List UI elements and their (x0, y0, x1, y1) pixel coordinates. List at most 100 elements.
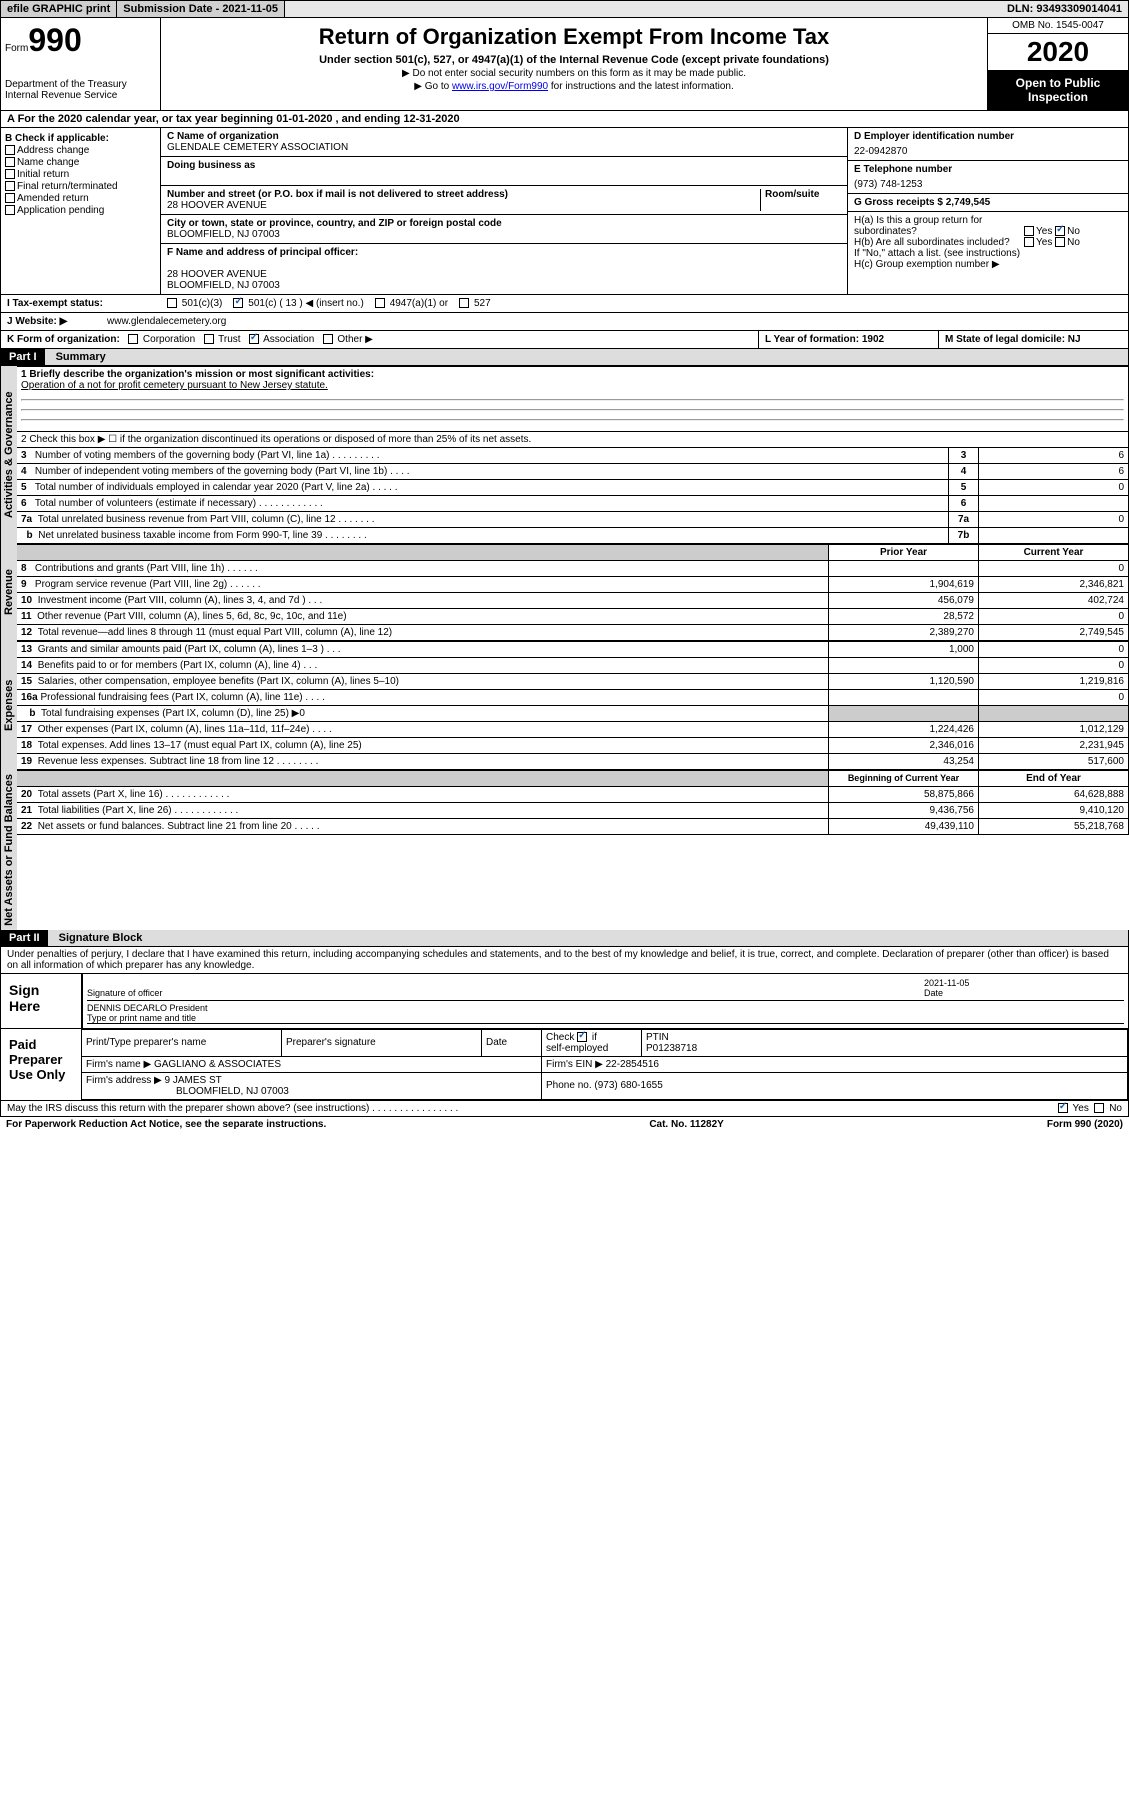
check-item: Amended return (5, 193, 156, 204)
checkbox-icon[interactable] (5, 193, 15, 203)
checkbox-icon[interactable] (1058, 1103, 1068, 1113)
section-a: A For the 2020 calendar year, or tax yea… (0, 111, 1129, 128)
table-row: 4 Number of independent voting members o… (17, 464, 1129, 480)
checkbox-icon[interactable] (1055, 237, 1065, 247)
preparer-block: Paid Preparer Use Only Print/Type prepar… (0, 1029, 1129, 1101)
note1: ▶ Do not enter social security numbers o… (167, 68, 981, 79)
paid-prep-label: Paid Preparer Use Only (1, 1029, 81, 1100)
table-row: b Total fundraising expenses (Part IX, c… (17, 706, 1129, 722)
check-label: B Check if applicable: (5, 133, 156, 144)
subtitle: Under section 501(c), 527, or 4947(a)(1)… (167, 54, 981, 66)
form-label: Form (5, 43, 28, 54)
dln-text: DLN: 93493309014041 (1001, 1, 1128, 17)
table-row: 11 Other revenue (Part VIII, column (A),… (17, 609, 1129, 625)
expenses-section: Expenses 13 Grants and similar amounts p… (0, 641, 1129, 770)
website-row: J Website: ▶ www.glendalecemetery.org (0, 313, 1129, 331)
table-row: 20 Total assets (Part X, line 16) . . . … (17, 787, 1129, 803)
phone-cell: E Telephone number(973) 748-1253 (848, 161, 1128, 194)
info-grid: B Check if applicable: Address change Na… (0, 128, 1129, 295)
inspection: Open to Public Inspection (988, 70, 1128, 110)
efile-btn[interactable]: efile GRAPHIC print (1, 1, 117, 17)
tax-status-row: I Tax-exempt status: 501(c)(3) 501(c) ( … (0, 295, 1129, 313)
checkbox-icon[interactable] (1024, 237, 1034, 247)
signature-block: Sign Here Signature of officer 2021-11-0… (0, 974, 1129, 1029)
side-net: Net Assets or Fund Balances (1, 770, 17, 930)
exp-table: 13 Grants and similar amounts paid (Part… (17, 641, 1129, 770)
check-column: B Check if applicable: Address change Na… (1, 128, 161, 294)
table-row: 19 Revenue less expenses. Subtract line … (17, 754, 1129, 770)
table-row: 10 Investment income (Part VIII, column … (17, 593, 1129, 609)
governance-section: Activities & Governance 1 Briefly descri… (0, 366, 1129, 544)
checkbox-icon[interactable] (459, 298, 469, 308)
form-org-row: K Form of organization: Corporation Trus… (0, 331, 1129, 349)
table-row: b Net unrelated business taxable income … (17, 528, 1129, 544)
title-box: Return of Organization Exempt From Incom… (161, 18, 988, 110)
net-table: Beginning of Current YearEnd of Year 20 … (17, 770, 1129, 835)
form-header: Form990 Department of the Treasury Inter… (0, 18, 1129, 111)
irs-text: Internal Revenue Service (5, 90, 156, 101)
table-row: 7a Total unrelated business revenue from… (17, 512, 1129, 528)
table-row: 14 Benefits paid to or for members (Part… (17, 658, 1129, 674)
checkbox-icon[interactable] (5, 157, 15, 167)
table-row: 6 Total number of volunteers (estimate i… (17, 496, 1129, 512)
checkbox-icon[interactable] (5, 169, 15, 179)
checkbox-icon[interactable] (1055, 226, 1065, 236)
group-cell: H(a) Is this a group return for subordin… (848, 212, 1128, 273)
checkbox-icon[interactable] (577, 1032, 587, 1042)
checkbox-icon[interactable] (249, 334, 259, 344)
revenue-section: Revenue Prior YearCurrent Year 8 Contrib… (0, 544, 1129, 641)
checkbox-icon[interactable] (323, 334, 333, 344)
sig-content: Signature of officer 2021-11-05Date DENN… (81, 974, 1128, 1028)
checkbox-icon[interactable] (375, 298, 385, 308)
dept-text: Department of the Treasury (5, 79, 156, 90)
table-row: 17 Other expenses (Part IX, column (A), … (17, 722, 1129, 738)
check-item: Address change (5, 145, 156, 156)
table-row: 15 Salaries, other compensation, employe… (17, 674, 1129, 690)
check-item: Final return/terminated (5, 181, 156, 192)
street-cell: Number and street (or P.O. box if mail i… (161, 186, 847, 215)
check-item: Application pending (5, 205, 156, 216)
side-rev: Revenue (1, 544, 17, 641)
checkbox-icon[interactable] (233, 298, 243, 308)
checkbox-icon[interactable] (1024, 226, 1034, 236)
checkbox-icon[interactable] (167, 298, 177, 308)
form-990: 990 (28, 22, 81, 58)
table-row: 3 Number of voting members of the govern… (17, 448, 1129, 464)
right-column: D Employer identification number22-09428… (848, 128, 1128, 294)
perjury-text: Under penalties of perjury, I declare th… (0, 947, 1129, 974)
ein-cell: D Employer identification number22-09428… (848, 128, 1128, 161)
table-row: 13 Grants and similar amounts paid (Part… (17, 642, 1129, 658)
sign-here-label: Sign Here (1, 974, 81, 1028)
table-row: 9 Program service revenue (Part VIII, li… (17, 577, 1129, 593)
checkbox-icon[interactable] (5, 181, 15, 191)
table-row: 16a Professional fundraising fees (Part … (17, 690, 1129, 706)
checkbox-icon[interactable] (128, 334, 138, 344)
submission-btn[interactable]: Submission Date - 2021-11-05 (117, 1, 285, 17)
gross-cell: G Gross receipts $ 2,749,545 (848, 194, 1128, 212)
checkbox-icon[interactable] (1094, 1103, 1104, 1113)
check-item: Initial return (5, 169, 156, 180)
table-row: 18 Total expenses. Add lines 13–17 (must… (17, 738, 1129, 754)
form-number-box: Form990 Department of the Treasury Inter… (1, 18, 161, 110)
omb: OMB No. 1545-0047 (988, 18, 1128, 34)
checkbox-icon[interactable] (204, 334, 214, 344)
note2-row: ▶ Go to www.irs.gov/Form990 for instruct… (167, 81, 981, 92)
footer: For Paperwork Reduction Act Notice, see … (0, 1117, 1129, 1132)
table-row: 5 Total number of individuals employed i… (17, 480, 1129, 496)
checkbox-icon[interactable] (5, 205, 15, 215)
rev-table: Prior YearCurrent Year 8 Contributions a… (17, 544, 1129, 641)
side-gov: Activities & Governance (1, 366, 17, 544)
top-bar: efile GRAPHIC print Submission Date - 20… (0, 0, 1129, 18)
checkbox-icon[interactable] (5, 145, 15, 155)
discuss-row: May the IRS discuss this return with the… (0, 1101, 1129, 1117)
gov-table: 1 Briefly describe the organization's mi… (17, 366, 1129, 544)
table-row: 12 Total revenue—add lines 8 through 11 … (17, 625, 1129, 641)
table-row: 22 Net assets or fund balances. Subtract… (17, 819, 1129, 835)
org-name: GLENDALE CEMETERY ASSOCIATION (167, 142, 841, 153)
form990-link[interactable]: www.irs.gov/Form990 (452, 81, 548, 92)
org-name-cell: C Name of organization GLENDALE CEMETERY… (161, 128, 847, 157)
year-box: OMB No. 1545-0047 2020 Open to Public In… (988, 18, 1128, 110)
prep-table: Print/Type preparer's name Preparer's si… (81, 1029, 1128, 1100)
part2-header: Part II Signature Block (0, 930, 1129, 947)
main-title: Return of Organization Exempt From Incom… (167, 24, 981, 50)
